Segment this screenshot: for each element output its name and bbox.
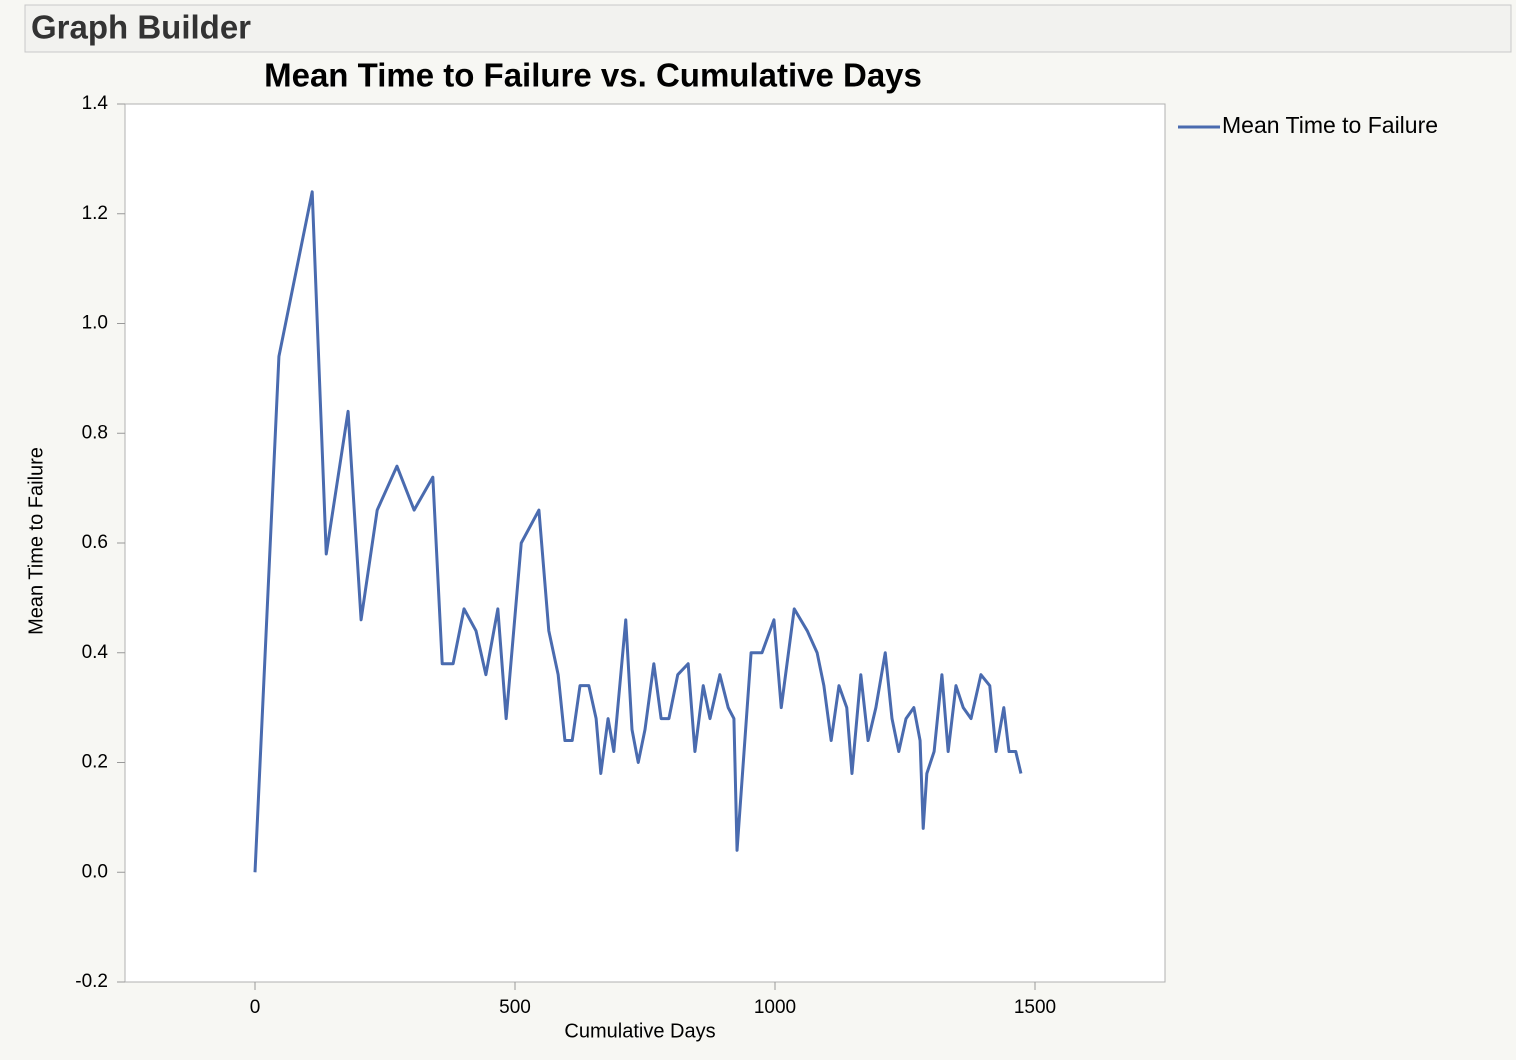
x-tick-label: 1000 <box>754 997 796 1018</box>
legend-label: Mean Time to Failure <box>1222 112 1438 138</box>
y-tick-label: 0.0 <box>82 861 108 882</box>
y-tick-label: -0.2 <box>75 971 108 992</box>
y-tick-label: 0.4 <box>82 642 109 663</box>
chart-title: Mean Time to Failure vs. Cumulative Days <box>264 57 922 94</box>
line <box>253 190 1023 873</box>
header-box <box>24 4 1512 53</box>
x-tick-label: 1500 <box>1014 997 1056 1018</box>
y-tick-label: 1.2 <box>82 203 108 224</box>
y-axis-label: Mean Time to Failure <box>25 447 47 635</box>
y-tick-label: 1.4 <box>82 93 109 114</box>
y-tick-label: 1.0 <box>82 313 108 334</box>
x-tick-label: 500 <box>499 997 531 1018</box>
y-tick-label: 0.8 <box>82 422 108 443</box>
x-tick-label: 0 <box>250 997 261 1018</box>
y-tick-label: 0.2 <box>82 752 108 773</box>
y-tick-label: 0.6 <box>82 532 108 553</box>
header-title: Graph Builder <box>31 9 251 46</box>
x-axis-label: Cumulative Days <box>564 1020 715 1042</box>
plot-area <box>124 103 1166 983</box>
